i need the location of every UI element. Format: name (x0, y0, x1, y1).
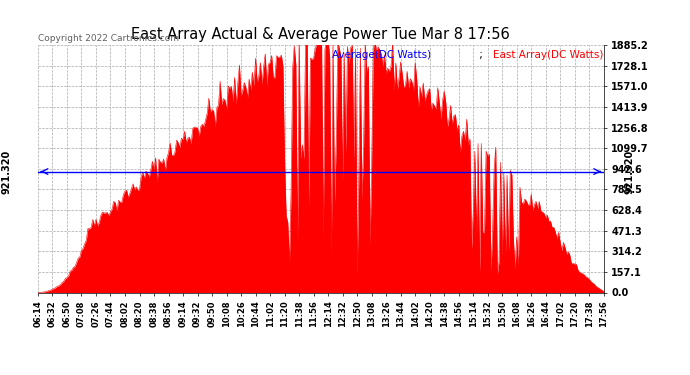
Text: ;: ; (476, 50, 486, 60)
Text: Average(DC Watts): Average(DC Watts) (332, 50, 431, 60)
Text: 921.320: 921.320 (2, 149, 12, 194)
Text: East Array(DC Watts): East Array(DC Watts) (493, 50, 604, 60)
Text: 921.320: 921.320 (624, 149, 634, 194)
Text: Copyright 2022 Cartronics.com: Copyright 2022 Cartronics.com (38, 34, 179, 43)
Title: East Array Actual & Average Power Tue Mar 8 17:56: East Array Actual & Average Power Tue Ma… (132, 27, 510, 42)
